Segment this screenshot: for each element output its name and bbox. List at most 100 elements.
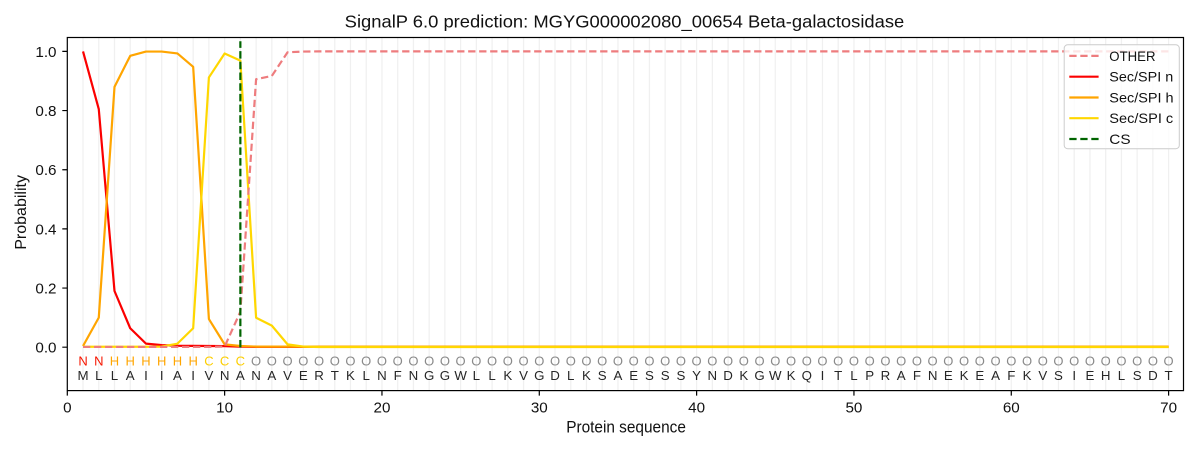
svg-text:O: O xyxy=(880,353,890,368)
svg-text:K: K xyxy=(739,368,748,383)
svg-text:H: H xyxy=(110,353,119,368)
svg-text:O: O xyxy=(440,353,450,368)
svg-text:O: O xyxy=(534,353,544,368)
svg-text:K: K xyxy=(960,368,969,383)
svg-text:60: 60 xyxy=(1003,399,1020,416)
svg-text:S: S xyxy=(1133,368,1142,383)
svg-text:0.4: 0.4 xyxy=(35,221,56,238)
svg-text:O: O xyxy=(330,353,340,368)
svg-text:O: O xyxy=(345,353,355,368)
svg-text:O: O xyxy=(1164,353,1174,368)
svg-text:O: O xyxy=(298,353,308,368)
svg-text:S: S xyxy=(598,368,607,383)
svg-text:O: O xyxy=(959,353,969,368)
svg-text:L: L xyxy=(111,368,118,383)
svg-text:I: I xyxy=(821,368,825,383)
svg-text:D: D xyxy=(723,368,733,383)
svg-text:O: O xyxy=(896,353,906,368)
svg-text:O: O xyxy=(471,353,481,368)
svg-text:L: L xyxy=(488,368,495,383)
svg-text:O: O xyxy=(613,353,623,368)
svg-text:T: T xyxy=(331,368,339,383)
svg-text:A: A xyxy=(173,368,182,383)
svg-text:L: L xyxy=(363,368,370,383)
svg-text:D: D xyxy=(550,368,560,383)
svg-text:0.8: 0.8 xyxy=(35,103,56,120)
svg-text:H: H xyxy=(141,353,150,368)
svg-text:O: O xyxy=(1022,353,1032,368)
svg-text:Q: Q xyxy=(802,368,812,383)
svg-text:G: G xyxy=(754,368,764,383)
svg-text:OTHER: OTHER xyxy=(1109,49,1155,64)
svg-text:N: N xyxy=(409,368,419,383)
svg-text:N: N xyxy=(377,368,387,383)
svg-text:O: O xyxy=(1132,353,1142,368)
svg-text:S: S xyxy=(661,368,670,383)
svg-text:O: O xyxy=(928,353,938,368)
svg-text:N: N xyxy=(928,368,938,383)
svg-text:Probability: Probability xyxy=(13,175,30,250)
svg-text:I: I xyxy=(160,368,164,383)
svg-text:L: L xyxy=(850,368,857,383)
svg-text:G: G xyxy=(424,368,434,383)
svg-text:50: 50 xyxy=(845,399,862,416)
svg-text:L: L xyxy=(473,368,480,383)
svg-text:O: O xyxy=(267,353,277,368)
svg-text:A: A xyxy=(897,368,906,383)
svg-text:O: O xyxy=(424,353,434,368)
svg-text:K: K xyxy=(582,368,591,383)
svg-text:O: O xyxy=(1038,353,1048,368)
svg-text:E: E xyxy=(629,368,638,383)
svg-text:Sec/SPI c: Sec/SPI c xyxy=(1109,111,1173,126)
svg-text:O: O xyxy=(361,353,371,368)
svg-text:K: K xyxy=(346,368,355,383)
svg-text:V: V xyxy=(283,368,292,383)
svg-text:10: 10 xyxy=(216,399,233,416)
svg-text:N: N xyxy=(708,368,718,383)
svg-text:E: E xyxy=(1086,368,1095,383)
svg-text:V: V xyxy=(1038,368,1047,383)
svg-text:Sec/SPI n: Sec/SPI n xyxy=(1109,70,1173,85)
svg-text:30: 30 xyxy=(531,399,548,416)
svg-text:A: A xyxy=(614,368,623,383)
svg-text:W: W xyxy=(454,368,467,383)
svg-text:I: I xyxy=(191,368,195,383)
svg-text:H: H xyxy=(1101,368,1111,383)
svg-text:C: C xyxy=(236,353,245,368)
svg-text:O: O xyxy=(644,353,654,368)
svg-text:O: O xyxy=(660,353,670,368)
svg-text:K: K xyxy=(787,368,796,383)
svg-text:Y: Y xyxy=(692,368,701,383)
svg-text:O: O xyxy=(1116,353,1126,368)
svg-text:O: O xyxy=(456,353,466,368)
svg-text:A: A xyxy=(991,368,1000,383)
svg-text:R: R xyxy=(314,368,324,383)
svg-text:H: H xyxy=(126,353,135,368)
svg-text:C: C xyxy=(220,353,229,368)
svg-text:O: O xyxy=(629,353,639,368)
svg-text:O: O xyxy=(251,353,261,368)
svg-text:O: O xyxy=(566,353,576,368)
svg-text:D: D xyxy=(1148,368,1158,383)
svg-text:I: I xyxy=(1072,368,1076,383)
svg-text:O: O xyxy=(754,353,764,368)
svg-text:0.6: 0.6 xyxy=(35,162,56,179)
svg-text:E: E xyxy=(299,368,308,383)
svg-text:V: V xyxy=(519,368,528,383)
svg-text:O: O xyxy=(377,353,387,368)
svg-text:CS: CS xyxy=(1109,132,1130,147)
svg-text:N: N xyxy=(78,353,87,368)
svg-text:A: A xyxy=(126,368,135,383)
svg-text:O: O xyxy=(676,353,686,368)
svg-text:O: O xyxy=(802,353,812,368)
svg-text:N: N xyxy=(251,368,261,383)
svg-text:O: O xyxy=(817,353,827,368)
svg-text:H: H xyxy=(188,353,197,368)
svg-text:F: F xyxy=(394,368,402,383)
svg-text:R: R xyxy=(881,368,891,383)
svg-text:O: O xyxy=(975,353,985,368)
svg-text:S: S xyxy=(676,368,685,383)
svg-text:O: O xyxy=(487,353,497,368)
svg-text:O: O xyxy=(692,353,702,368)
svg-text:O: O xyxy=(739,353,749,368)
